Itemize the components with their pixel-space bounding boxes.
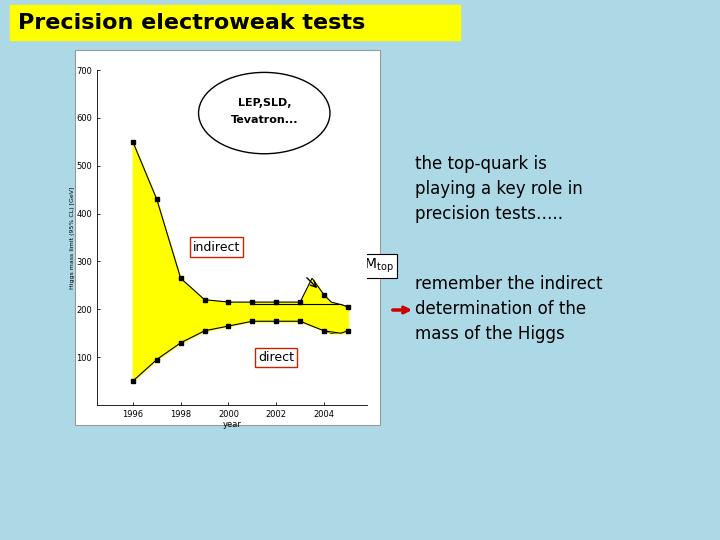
Text: LEP,SLD,: LEP,SLD, bbox=[238, 98, 291, 109]
Text: Tevatron...: Tevatron... bbox=[230, 115, 298, 125]
Text: direct: direct bbox=[258, 350, 294, 363]
FancyBboxPatch shape bbox=[10, 5, 460, 40]
Y-axis label: Higgs mass limit (95% CL) [GeV]: Higgs mass limit (95% CL) [GeV] bbox=[70, 186, 75, 289]
Ellipse shape bbox=[199, 72, 330, 154]
Text: Precision electroweak tests: Precision electroweak tests bbox=[18, 13, 365, 33]
FancyBboxPatch shape bbox=[75, 50, 380, 425]
Text: remember the indirect
determination of the
mass of the Higgs: remember the indirect determination of t… bbox=[415, 275, 603, 343]
Text: $\Delta$M$_{\rm top}$: $\Delta$M$_{\rm top}$ bbox=[355, 256, 394, 275]
Text: the top-quark is
playing a key role in
precision tests…..: the top-quark is playing a key role in p… bbox=[415, 155, 582, 223]
X-axis label: year: year bbox=[222, 420, 241, 429]
Text: indirect: indirect bbox=[193, 241, 240, 254]
